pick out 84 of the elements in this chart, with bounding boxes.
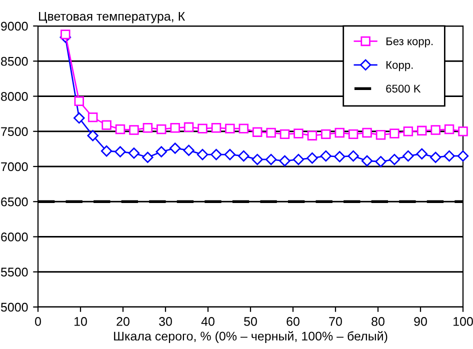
x-tick-label: 40 <box>201 317 214 326</box>
point <box>403 126 414 136</box>
x-tick-label: 70 <box>329 317 342 326</box>
point <box>224 148 236 160</box>
point <box>170 142 181 154</box>
point <box>102 120 112 130</box>
point <box>388 154 400 166</box>
point <box>115 124 126 134</box>
point <box>348 129 358 140</box>
point <box>88 112 98 122</box>
point <box>416 148 428 160</box>
point <box>402 150 414 162</box>
point <box>87 130 98 142</box>
y-tick-label: 7000 <box>1 162 28 172</box>
point <box>100 145 112 157</box>
point <box>292 154 304 166</box>
point <box>444 150 455 162</box>
point <box>156 146 167 158</box>
point <box>252 127 262 137</box>
x-tick-label: 0 <box>35 317 41 326</box>
point <box>334 151 346 162</box>
point <box>225 124 235 134</box>
point <box>252 154 263 166</box>
y-axis-title: Цветовая температура, К <box>39 12 186 24</box>
point <box>60 30 70 40</box>
y-tick-label: 5500 <box>0 268 28 277</box>
point <box>198 124 208 134</box>
point <box>211 123 222 133</box>
point <box>142 152 154 163</box>
point <box>417 126 427 136</box>
legend-label: Без корр. <box>386 37 433 48</box>
point <box>376 130 386 140</box>
point <box>156 124 166 134</box>
point <box>238 124 249 134</box>
point <box>348 150 359 162</box>
point <box>74 96 84 106</box>
point <box>362 128 372 138</box>
x-tick-label: 100 <box>454 317 473 326</box>
point <box>238 150 250 162</box>
x-tick-label: 20 <box>116 317 130 326</box>
point <box>170 123 180 133</box>
point <box>375 156 386 168</box>
legend-label: 6500 K <box>386 84 421 93</box>
point <box>265 154 277 166</box>
x-axis-title: Шкала серого, % (0% – черный, 100% – белый) <box>114 331 388 344</box>
x-tick-label: 90 <box>414 317 427 326</box>
point <box>320 150 332 162</box>
point <box>334 128 344 138</box>
point <box>183 144 194 156</box>
point <box>114 146 126 158</box>
x-tick-label: 60 <box>286 317 300 326</box>
point <box>294 128 304 138</box>
point <box>280 129 290 140</box>
point <box>457 150 469 162</box>
x-tick-label: 30 <box>159 317 172 326</box>
x-tick-label: 10 <box>74 317 87 326</box>
y-tick-label: 7500 <box>1 127 28 136</box>
point <box>210 148 222 160</box>
y-tick-label: 9000 <box>1 22 28 31</box>
point <box>444 124 454 134</box>
y-tick-label: 8500 <box>1 56 28 66</box>
y-tick-label: 8000 <box>1 92 28 101</box>
point <box>307 130 318 140</box>
y-tick-label: 5000 <box>0 302 28 312</box>
point <box>266 128 276 138</box>
point <box>128 148 140 159</box>
legend-label: Корр. <box>386 61 413 72</box>
point <box>306 152 318 164</box>
point <box>430 125 440 135</box>
point <box>458 126 468 136</box>
y-tick-label: 6500 <box>1 197 28 206</box>
point <box>321 129 331 140</box>
y-tick-label: 6000 <box>1 232 28 242</box>
point <box>361 155 373 166</box>
point <box>390 128 400 138</box>
point <box>129 125 139 135</box>
point <box>430 152 442 163</box>
point <box>184 122 194 132</box>
point <box>196 148 208 160</box>
x-tick-label: 50 <box>244 317 257 326</box>
point <box>279 155 290 166</box>
x-tick-label: 80 <box>372 317 384 326</box>
point <box>74 112 85 124</box>
point <box>142 123 153 133</box>
